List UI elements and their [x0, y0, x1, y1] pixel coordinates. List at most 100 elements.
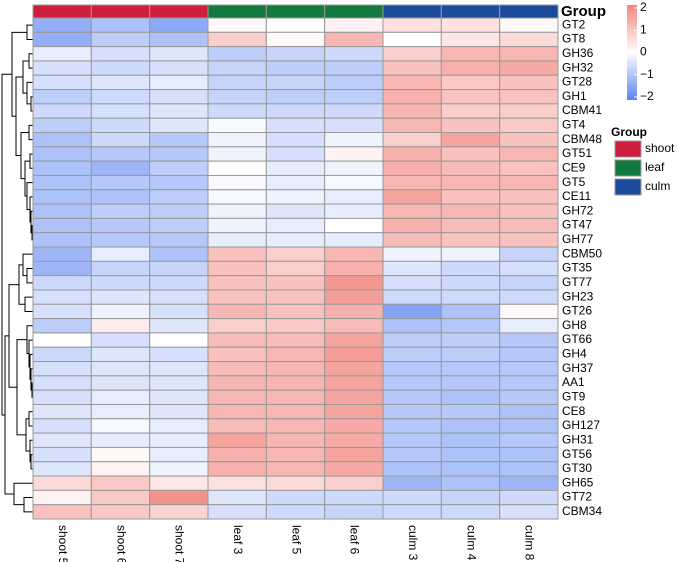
heatmap-cell	[265, 461, 326, 477]
heatmap-cell	[149, 475, 209, 491]
heatmap-cell	[382, 31, 442, 48]
heatmap-cell	[324, 246, 384, 262]
heatmap-cell	[499, 504, 559, 520]
row-label: GT66	[562, 332, 592, 346]
column-label: leaf 3	[231, 525, 245, 555]
heatmap-cell	[499, 189, 559, 205]
heatmap-cell	[382, 361, 442, 377]
heatmap-cell	[499, 318, 559, 334]
heatmap-cell	[32, 446, 92, 463]
heatmap-cell	[90, 17, 151, 33]
heatmap-cell	[382, 132, 442, 148]
heatmap-cell	[382, 461, 442, 477]
heatmap-cell	[32, 146, 92, 162]
annotation-cell	[382, 4, 442, 19]
heatmap-cell	[32, 203, 92, 219]
heatmap-cell	[207, 318, 267, 334]
row-label: GH8	[562, 318, 587, 332]
heatmap-cell	[324, 217, 384, 234]
heatmap-cell	[149, 332, 209, 348]
row-label: CE9	[562, 160, 586, 174]
row-label: CBM34	[562, 504, 602, 518]
heatmap-cell	[207, 260, 267, 277]
legend-swatch	[614, 159, 642, 177]
heatmap-cell	[207, 74, 267, 91]
heatmap-cell	[90, 446, 151, 463]
heatmap-cell	[32, 232, 92, 248]
heatmap-cell	[207, 289, 267, 305]
heatmap-cell	[499, 403, 559, 420]
heatmap-cell	[499, 217, 559, 234]
heatmap-cell	[440, 332, 501, 348]
heatmap-cell	[90, 132, 151, 148]
heatmap-cell	[324, 117, 384, 134]
heatmap-cell	[149, 489, 209, 506]
heatmap-cell	[440, 418, 501, 434]
heatmap-cell	[207, 217, 267, 234]
heatmap-cell	[32, 418, 92, 434]
heatmap-cell	[440, 31, 501, 48]
heatmap-cell	[499, 117, 559, 134]
heatmap-cell	[32, 432, 92, 448]
heatmap-cell	[440, 146, 501, 162]
heatmap-cell	[207, 146, 267, 162]
heatmap-cell	[382, 60, 442, 76]
heatmap-cell	[440, 17, 501, 33]
heatmap-cell	[90, 203, 151, 219]
dendrogram-branch	[15, 76, 23, 157]
heatmap-cell	[90, 475, 151, 491]
row-label: GH72	[562, 203, 594, 217]
heatmap-cell	[207, 461, 267, 477]
heatmap-cell	[32, 389, 92, 405]
heatmap-cell	[440, 46, 501, 62]
heatmap-cell	[90, 232, 151, 248]
heatmap-cell	[440, 346, 501, 363]
heatmap-cell	[207, 103, 267, 119]
heatmap-cell	[499, 146, 559, 162]
heatmap-cell	[440, 160, 501, 176]
heatmap-cell	[440, 74, 501, 91]
heatmap-cell	[440, 132, 501, 148]
heatmap-cell	[382, 46, 442, 62]
heatmap-cell	[382, 303, 442, 320]
heatmap-cell	[382, 489, 442, 506]
heatmap-cell	[265, 89, 326, 105]
heatmap-cell	[499, 375, 559, 391]
heatmap-cell	[265, 303, 326, 320]
annotation-cell	[32, 4, 92, 19]
heatmap-cell	[324, 432, 384, 448]
row-label: CE11	[562, 189, 591, 203]
heatmap-cell	[265, 332, 326, 348]
column-label: culm 4	[464, 525, 478, 561]
row-label: GT26	[562, 304, 592, 318]
heatmap-cell	[382, 246, 442, 262]
heatmap-cell	[382, 103, 442, 119]
dendrogram-branch	[26, 81, 33, 105]
heatmap-cell	[207, 332, 267, 348]
heatmap-cell	[440, 475, 501, 491]
heatmap-cell	[265, 174, 326, 191]
heatmap-cell	[499, 418, 559, 434]
heatmap-cell	[90, 31, 151, 48]
heatmap-cell	[440, 289, 501, 305]
heatmap-cell	[32, 117, 92, 134]
heatmap-cell	[90, 60, 151, 76]
heatmap-cell	[382, 232, 442, 248]
heatmap-cell	[382, 203, 442, 219]
heatmap-cell	[265, 318, 326, 334]
heatmap-cell	[149, 461, 209, 477]
heatmap-cell	[499, 260, 559, 277]
heatmap-cell	[265, 74, 326, 91]
annotation-title: Group	[561, 3, 606, 20]
heatmap-cell	[382, 475, 442, 491]
heatmap-cell	[382, 375, 442, 391]
heatmap-cell	[149, 260, 209, 277]
heatmap-cell	[265, 489, 326, 506]
heatmap-cell	[265, 203, 326, 219]
heatmap-cell	[207, 203, 267, 219]
heatmap-cell	[324, 489, 384, 506]
heatmap-cell	[149, 346, 209, 363]
heatmap-cell	[90, 403, 151, 420]
annotation-cell	[149, 4, 209, 19]
heatmap-cell	[32, 189, 92, 205]
